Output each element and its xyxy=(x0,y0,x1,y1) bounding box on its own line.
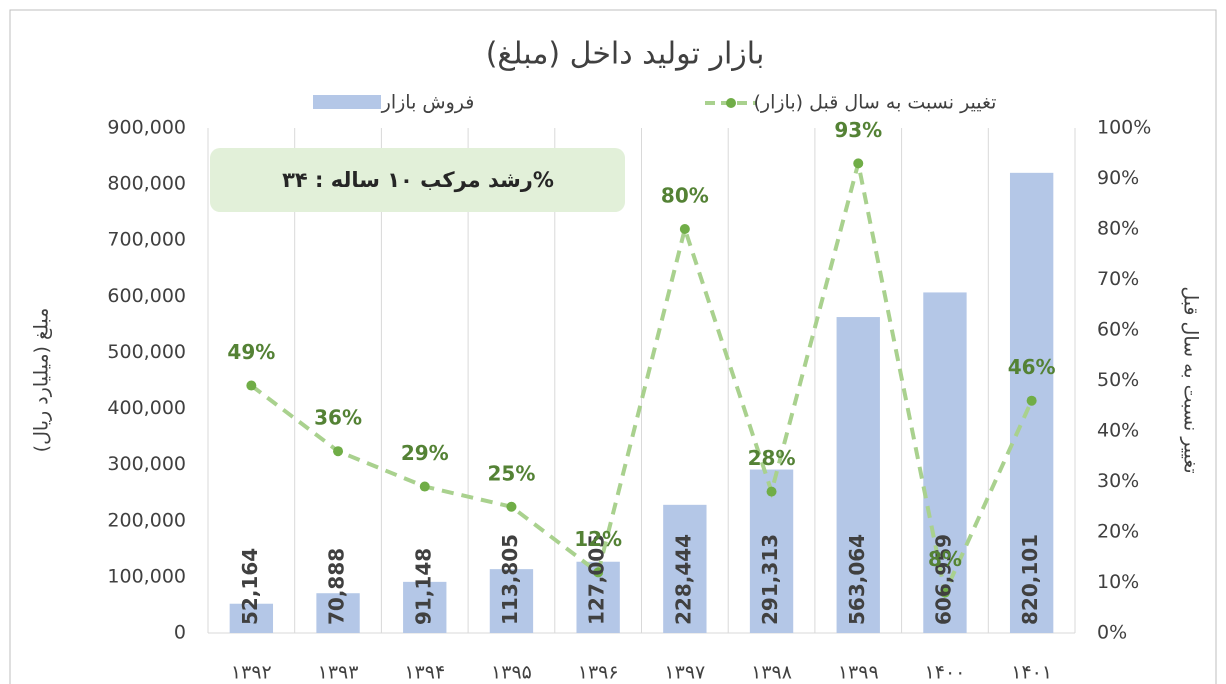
data-label: 52,164 xyxy=(238,548,262,625)
y2-tick-label: 80% xyxy=(1097,218,1139,240)
x-tick-label: ۱۴۰۱ xyxy=(1011,662,1052,684)
data-label: 228,444 xyxy=(671,534,695,625)
data-label: 113,805 xyxy=(498,534,522,625)
x-tick-label: ۱۳۹۳ xyxy=(318,662,359,684)
data-label: 46% xyxy=(1008,355,1056,379)
legend-label: فروش بازار xyxy=(381,92,475,114)
x-tick-label: ۱۳۹۸ xyxy=(751,662,792,684)
y-tick-label: 600,000 xyxy=(107,285,186,307)
y-tick-label: 700,000 xyxy=(107,229,186,251)
y-tick-label: 100,000 xyxy=(107,565,186,587)
data-label: 91,148 xyxy=(411,548,435,625)
y-tick-label: 500,000 xyxy=(107,341,186,363)
data-label: 93% xyxy=(834,118,882,142)
y2-tick-label: 20% xyxy=(1097,521,1139,543)
bar xyxy=(663,504,707,633)
bar xyxy=(403,581,447,633)
y2-tick-label: 60% xyxy=(1097,319,1139,341)
bar xyxy=(229,603,274,633)
x-tick-label: ۱۳۹۵ xyxy=(491,662,532,684)
y-tick-label: 900,000 xyxy=(107,117,186,139)
x-tick-label: ۱۳۹۷ xyxy=(664,662,705,684)
y-tick-label: 300,000 xyxy=(107,453,186,475)
marker xyxy=(506,501,517,512)
data-label: 70,888 xyxy=(325,548,349,625)
legend-label: تغییر نسبت به سال قبل (بازار) xyxy=(754,92,997,114)
marker xyxy=(333,446,344,457)
y2-tick-label: 0% xyxy=(1097,622,1127,644)
y-tick-label: 200,000 xyxy=(107,509,186,531)
legend-marker xyxy=(726,98,736,108)
y-tick-label: 800,000 xyxy=(107,173,186,195)
data-label: 820,101 xyxy=(1018,534,1042,625)
bar xyxy=(923,292,967,633)
x-tick-label: ۱۳۹۹ xyxy=(838,662,879,684)
x-tick-label: ۱۳۹۴ xyxy=(404,662,445,684)
y2-tick-label: 100% xyxy=(1097,117,1151,139)
data-label: 563,064 xyxy=(845,534,869,625)
data-label: 8% xyxy=(928,547,962,571)
y-tick-label: 400,000 xyxy=(107,397,186,419)
data-label: 28% xyxy=(748,446,796,470)
y-axis-label: مبلغ (میلیارد ریال) xyxy=(31,308,53,453)
legend-swatch xyxy=(313,95,381,109)
x-tick-label: ۱۳۹۶ xyxy=(578,662,619,684)
bar xyxy=(489,569,534,633)
y2-tick-label: 40% xyxy=(1097,420,1139,442)
chart-title: بازار تولید داخل (مبلغ) xyxy=(486,37,765,72)
data-label: 12% xyxy=(574,527,622,551)
y2-axis-label: تغییر نسبت به سال قبل xyxy=(1180,286,1202,473)
data-label: 49% xyxy=(227,340,275,364)
data-label: 127,005 xyxy=(585,534,609,625)
data-label: 80% xyxy=(661,184,709,208)
marker xyxy=(419,481,430,492)
y2-tick-label: 90% xyxy=(1097,167,1139,189)
marker xyxy=(853,158,864,169)
y-tick-label: 0 xyxy=(174,622,186,644)
data-label: 36% xyxy=(314,406,362,430)
marker xyxy=(766,486,777,497)
x-tick-label: ۱۴۰۰ xyxy=(925,662,966,684)
annotation: رشد مرکب ۱۰ ساله : ۳۴% xyxy=(282,168,554,192)
data-label: 29% xyxy=(401,441,449,465)
bar xyxy=(836,317,880,633)
x-tick-label: ۱۳۹۲ xyxy=(231,662,272,684)
data-label: 606,959 xyxy=(931,534,955,625)
annotation-box xyxy=(210,148,625,212)
y2-tick-label: 30% xyxy=(1097,470,1139,492)
y2-tick-label: 50% xyxy=(1097,369,1139,391)
marker xyxy=(593,567,604,578)
y2-tick-label: 70% xyxy=(1097,268,1139,290)
marker xyxy=(679,224,690,234)
line xyxy=(250,162,1034,600)
y2-tick-label: 10% xyxy=(1097,571,1139,593)
bar xyxy=(316,593,360,633)
marker xyxy=(939,587,950,598)
marker xyxy=(1026,395,1037,406)
data-label: 25% xyxy=(488,461,536,485)
data-label: 291,313 xyxy=(758,534,782,625)
marker xyxy=(246,380,257,391)
